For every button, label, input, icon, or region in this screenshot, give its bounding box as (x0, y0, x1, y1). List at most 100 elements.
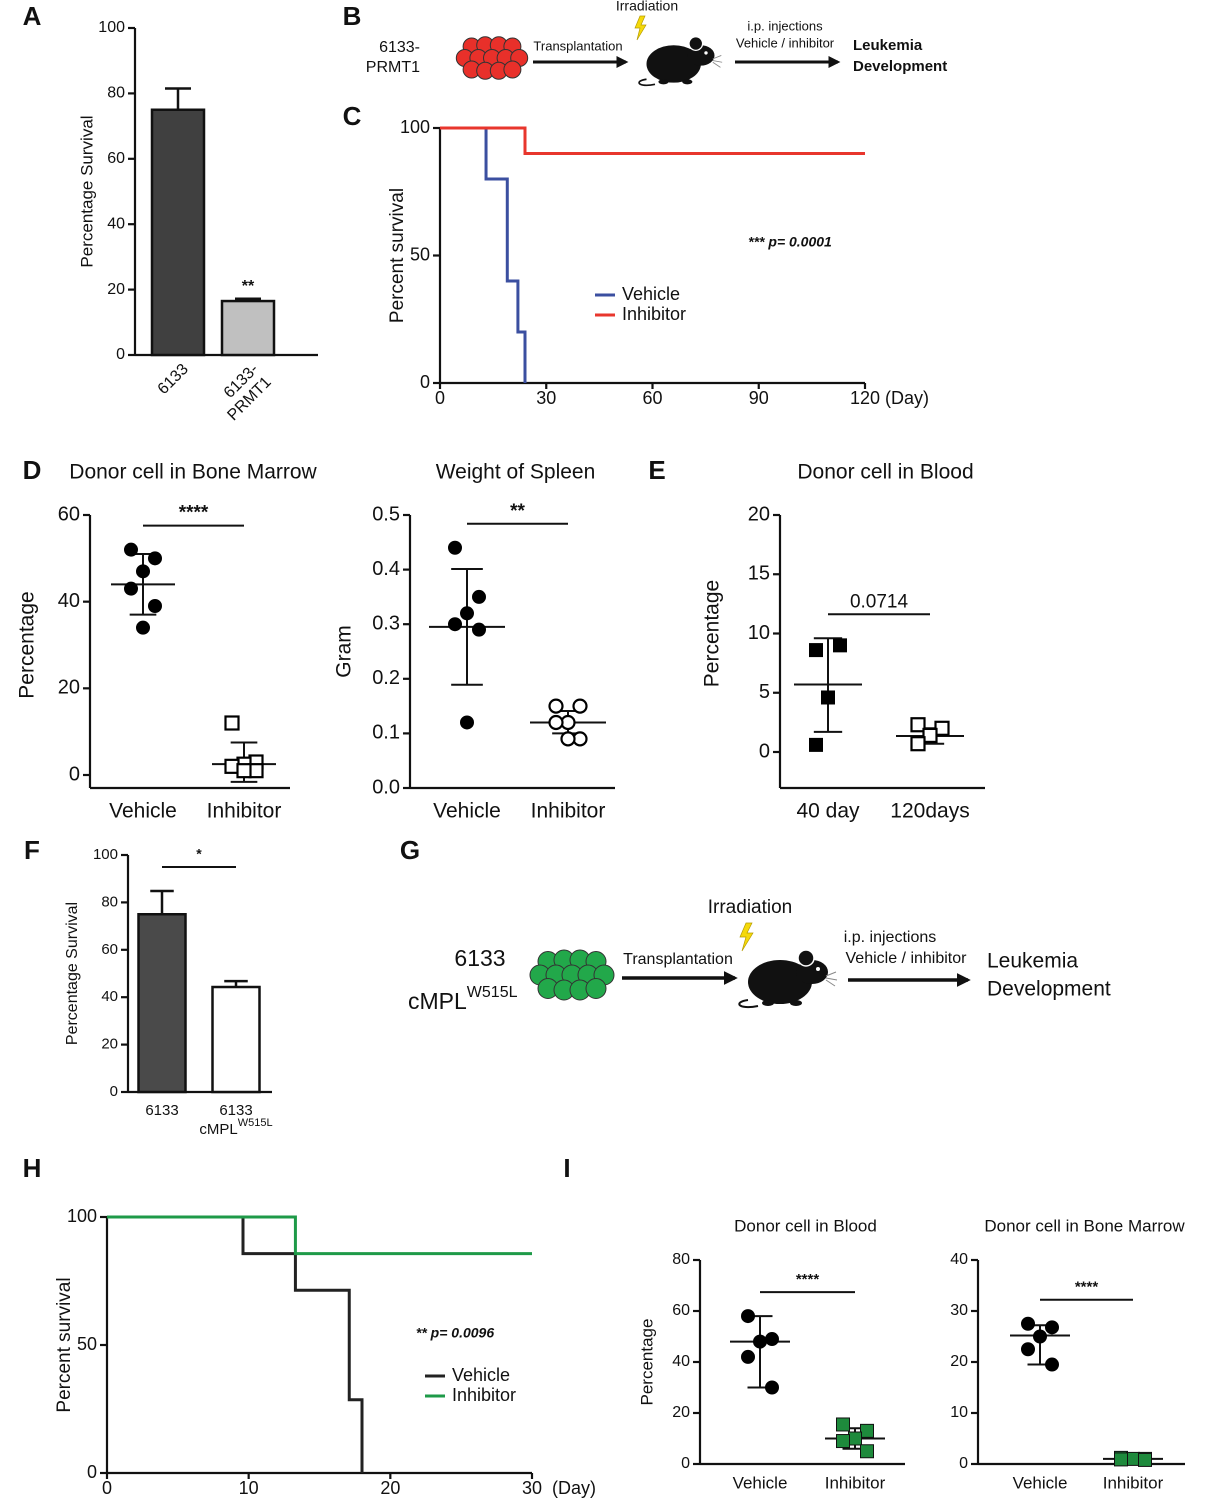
annotation: *** p= 0.0001 (748, 234, 832, 250)
y-axis-label: Percent survival (387, 188, 408, 323)
x-tick-label: Inhibitor (531, 800, 606, 823)
y-tick-label: 0 (420, 372, 430, 392)
legend-label: Vehicle (452, 1365, 510, 1385)
data-point (836, 1417, 850, 1432)
data-point (124, 542, 138, 557)
x-tick-label: 0 (435, 388, 445, 408)
y-axis-label: Percentage Survival (64, 902, 81, 1045)
data-point (448, 617, 462, 632)
y-tick-label: 10 (950, 1404, 968, 1421)
annotation: ** p= 0.0096 (416, 1325, 494, 1341)
step-label: Vehicle / inhibitor (846, 950, 968, 967)
x-tick-label: 20 (380, 1478, 400, 1498)
x-tick-label: 6133 (219, 1102, 252, 1119)
legend-label: Vehicle (622, 284, 680, 304)
y-axis-label: Percentage (637, 1319, 656, 1406)
x-tick-label: 10 (239, 1478, 259, 1498)
step-label: Transplantation (623, 951, 733, 968)
cell-line-sup: W515L (467, 984, 518, 1001)
x-tick-label: Inhibitor (825, 1473, 886, 1492)
survival-line (107, 1215, 532, 1256)
y-tick-label: 80 (107, 85, 125, 102)
y-tick-label: 0 (681, 1455, 690, 1472)
panel-label: A (23, 1, 42, 31)
diagram-b: 6133- PRMT1 Transplantation Irradiation … (366, 0, 947, 87)
x-tick-label: 30 (522, 1478, 542, 1498)
cell-cluster (529, 949, 615, 1001)
x-tick-label: 6133 (155, 361, 192, 398)
significance: ** (242, 278, 255, 295)
y-axis-label: Percentage (16, 591, 39, 698)
data-point (836, 1434, 850, 1449)
y-tick-label: 0 (759, 740, 770, 762)
data-point (448, 540, 462, 555)
x-tick-label: 60 (642, 388, 662, 408)
data-point (833, 638, 847, 653)
y-tick-label: 0 (69, 763, 80, 785)
data-point (741, 1349, 755, 1364)
survival-line (107, 1215, 364, 1473)
comparison-label: **** (179, 503, 209, 524)
y-tick-label: 60 (107, 150, 125, 167)
panel-label: E (648, 455, 665, 485)
data-point (922, 727, 938, 744)
cell-line-text: cMPL (408, 988, 467, 1014)
y-tick-label: 0 (110, 1083, 118, 1100)
y-tick-label: 60 (101, 941, 118, 958)
y-tick-label: 20 (107, 281, 125, 298)
bar (137, 913, 187, 1094)
y-axis-label: Percentage (701, 580, 724, 687)
x-tick-label: Vehicle (109, 800, 177, 823)
data-point (860, 1444, 874, 1459)
data-point (910, 736, 926, 752)
chart-title: Donor cell in Bone Marrow (984, 1216, 1185, 1235)
data-point (548, 714, 564, 731)
bar (150, 108, 206, 357)
y-axis-label: Percentage Survival (77, 115, 96, 267)
cell-line: PRMT1 (366, 59, 420, 76)
data-point (809, 643, 823, 658)
x-tick-label: 0 (102, 1478, 112, 1498)
data-point (148, 599, 162, 613)
step-label: Transplantation (533, 38, 622, 53)
data-point (753, 1334, 767, 1349)
y-tick-label: 100 (98, 19, 125, 36)
cell-line: 6133 (454, 945, 505, 971)
survival-line (440, 126, 527, 383)
y-tick-label: 0.1 (372, 722, 400, 744)
y-tick-label: 40 (58, 590, 80, 612)
cell (585, 978, 607, 999)
x-tick-label: 120 (850, 388, 880, 408)
x-tick-label: 30 (536, 388, 556, 408)
comparison-label: * (196, 846, 202, 862)
y-tick-label: 50 (77, 1334, 97, 1354)
outcome: Leukemia (853, 37, 923, 54)
data-point (910, 717, 926, 733)
y-axis-label: Percent survival (54, 1277, 75, 1412)
y-tick-label: 40 (107, 215, 125, 232)
data-point (1045, 1320, 1059, 1335)
outcome: Development (987, 978, 1111, 1001)
x-tick-label: cMPLW515L (199, 1117, 272, 1138)
y-axis-label: Gram (333, 625, 356, 678)
comparison-label: **** (1075, 1279, 1099, 1296)
chart-title: Donor cell in Bone Marrow (69, 461, 317, 484)
data-point (765, 1380, 779, 1395)
y-tick-label: 0.0 (372, 776, 400, 798)
chart-title: Donor cell in Blood (797, 461, 973, 484)
cell-line: cMPLW515L (408, 984, 518, 1014)
x-tick-label: 90 (749, 388, 769, 408)
y-tick-label: 5 (759, 681, 770, 703)
panel-label: D (23, 455, 42, 485)
cell-cluster (455, 36, 529, 80)
cell (503, 60, 522, 79)
comparison-label: ** (510, 501, 525, 522)
treatment-label: Irradiation (708, 897, 793, 918)
data-point (472, 622, 486, 637)
outcome: Leukemia (987, 950, 1078, 973)
y-tick-label: 80 (101, 893, 118, 910)
y-tick-label: 15 (748, 563, 770, 585)
step-label: i.p. injections (747, 18, 823, 33)
y-tick-label: 0 (87, 1462, 97, 1482)
